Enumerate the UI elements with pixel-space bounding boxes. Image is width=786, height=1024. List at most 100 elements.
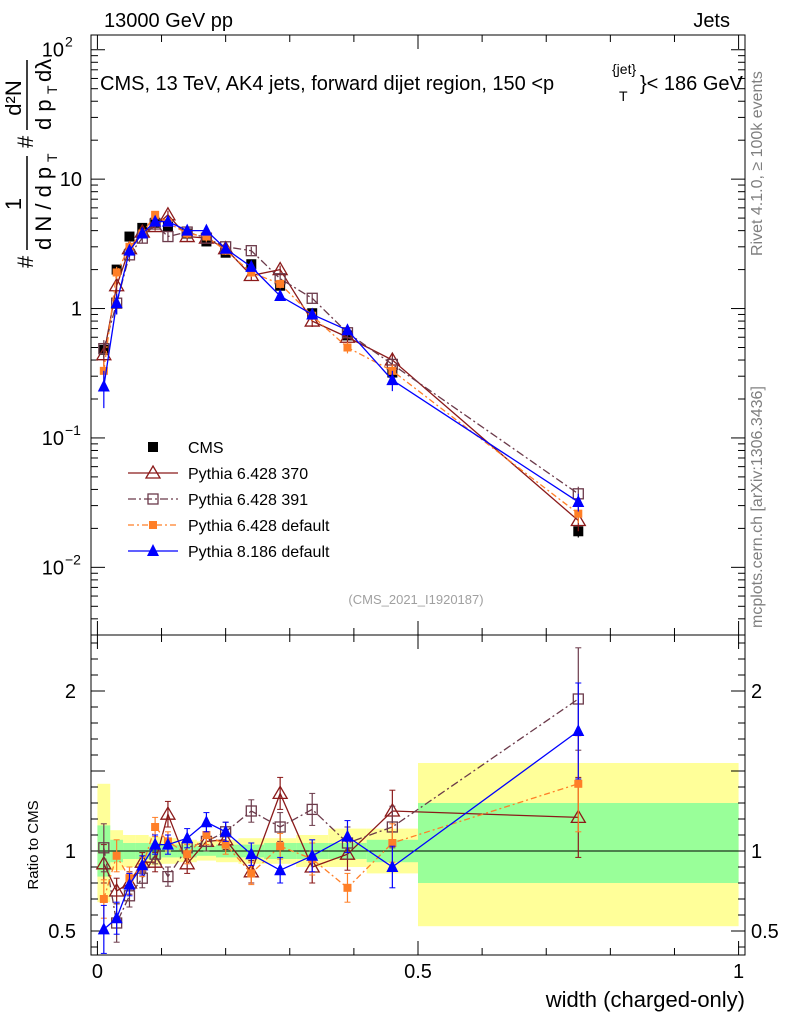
point-p391 — [162, 230, 174, 243]
main-panel-series — [95, 206, 587, 538]
point-p8 — [110, 296, 123, 309]
plot-title-subscript: T — [619, 88, 628, 104]
ratio-point-p8 — [306, 848, 319, 861]
legend-label-p391: Pythia 6.428 391 — [188, 492, 308, 509]
ratio-point-p370 — [272, 785, 289, 800]
legend-label-p8: Pythia 8.186 default — [188, 544, 330, 561]
ratio-point-p8 — [274, 863, 287, 876]
series-line-pdef — [103, 213, 579, 515]
x-tick-label: 1 — [733, 961, 744, 983]
ratio-point-pdef — [99, 895, 108, 903]
ratio-point-pdef — [276, 842, 285, 851]
point-p8 — [200, 223, 213, 236]
ratio-point-p8 — [181, 831, 194, 844]
axis-ticks — [91, 35, 745, 955]
point-pdef — [202, 232, 211, 241]
ratio-point-p8 — [110, 911, 123, 924]
point-p370 — [304, 312, 321, 327]
ratio-point-p8 — [341, 829, 354, 842]
ratio-point-p391 — [245, 805, 257, 817]
x-tick-label: 0.5 — [404, 961, 432, 983]
header-energy: 13000 GeV pp — [104, 10, 233, 32]
point-p8 — [386, 373, 399, 386]
point-p8 — [274, 289, 287, 302]
y-tick-label-ratio-right: 2 — [751, 681, 762, 703]
point-p8 — [123, 243, 136, 256]
point-p391 — [98, 342, 110, 355]
ratio-point-p391 — [162, 870, 174, 883]
rivet-version-label: Rivet 4.1.0, ≥ 100k events — [749, 71, 766, 256]
ratio-point-p8 — [161, 837, 174, 850]
mcplots-label: mcplots.cern.ch [arXiv:1306.3436] — [749, 386, 766, 628]
ratio-point-pdef — [343, 883, 352, 892]
ratio-point-p8 — [219, 824, 232, 837]
y-title-frac2-sub: T — [44, 85, 60, 94]
point-p370 — [108, 277, 125, 292]
y-tick-label-ratio-right: 0.5 — [751, 921, 779, 943]
series-ratio-p8 — [97, 682, 585, 954]
y-tick-label-main-exponent: −2 — [65, 551, 81, 567]
analysis-watermark: (CMS_2021_I1920187) — [348, 592, 483, 607]
series-main-pdef — [99, 210, 583, 524]
series-line-p391 — [103, 223, 579, 495]
point-pdef — [112, 268, 121, 277]
y-title-frac1-num: 1 — [1, 198, 26, 210]
ratio-point-p8 — [136, 858, 149, 871]
legend-label-pdef: Pythia 6.428 default — [188, 518, 330, 535]
x-axis-title: width (charged-only) — [545, 987, 745, 1012]
y-title-hash-1: # — [13, 255, 38, 268]
point-p8 — [306, 307, 319, 320]
legend-marker-cms — [148, 442, 158, 452]
point-p8 — [219, 241, 232, 254]
ratio-panel-series — [95, 647, 587, 954]
ratio-point-p391 — [98, 842, 110, 854]
plot-title-end: }< 186 GeV — [640, 73, 744, 95]
ratio-point-p8 — [149, 837, 162, 850]
ratio-y-axis-title: Ratio to CMS — [25, 800, 42, 889]
point-p8 — [136, 226, 149, 239]
ratio-point-p8 — [97, 922, 110, 935]
ratio-point-p8 — [245, 847, 258, 860]
y-tick-label-ratio-left: 1 — [65, 841, 76, 863]
y-tick-label-main-exponent: 2 — [65, 34, 73, 50]
legend-label-p370: Pythia 6.428 370 — [188, 466, 308, 483]
x-tick-label: 0 — [92, 961, 103, 983]
series-main-p391 — [98, 218, 584, 502]
point-p8 — [181, 223, 194, 236]
point-p8 — [149, 214, 162, 227]
y-title-frac1-den: d N / d p — [31, 167, 56, 250]
ratio-point-pdef — [221, 840, 230, 849]
ratio-point-p8 — [572, 724, 585, 736]
plot-title: CMS, 13 TeV, AK4 jets, forward dijet reg… — [100, 61, 744, 104]
y-tick-label-main: 10 — [60, 169, 82, 191]
series-main-cms — [98, 217, 584, 538]
point-pdef — [574, 509, 583, 518]
ratio-point-pdef — [388, 839, 397, 847]
header-category: Jets — [693, 10, 730, 32]
point-p8 — [245, 259, 258, 272]
ratio-point-pdef — [202, 831, 211, 839]
y-tick-label-main: 10 — [42, 557, 64, 579]
point-p8 — [572, 494, 585, 507]
point-p8 — [341, 323, 354, 336]
plot-title-superscript: {jet} — [612, 61, 636, 77]
y-tick-label-main-exponent: −1 — [65, 422, 81, 438]
ratio-point-pdef — [247, 869, 256, 878]
point-pdef — [276, 279, 285, 288]
ratio-point-pdef — [112, 851, 121, 860]
legend-marker-pdef — [149, 521, 157, 529]
ratio-point-pdef — [183, 850, 192, 859]
ratio-point-p370 — [108, 882, 125, 897]
point-p391 — [306, 292, 318, 304]
point-pdef — [343, 343, 352, 352]
point-p8 — [97, 379, 110, 392]
series-main-p370 — [95, 206, 587, 532]
point-pdef — [247, 268, 256, 277]
series-line-p370 — [103, 213, 579, 522]
point-cms — [124, 231, 135, 242]
ratio-point-p8 — [386, 860, 399, 872]
ratio-point-p8 — [200, 815, 213, 828]
ratio-point-p8 — [123, 877, 136, 890]
legend-marker-p370 — [144, 464, 162, 479]
y-tick-label-ratio-left: 2 — [65, 681, 76, 703]
